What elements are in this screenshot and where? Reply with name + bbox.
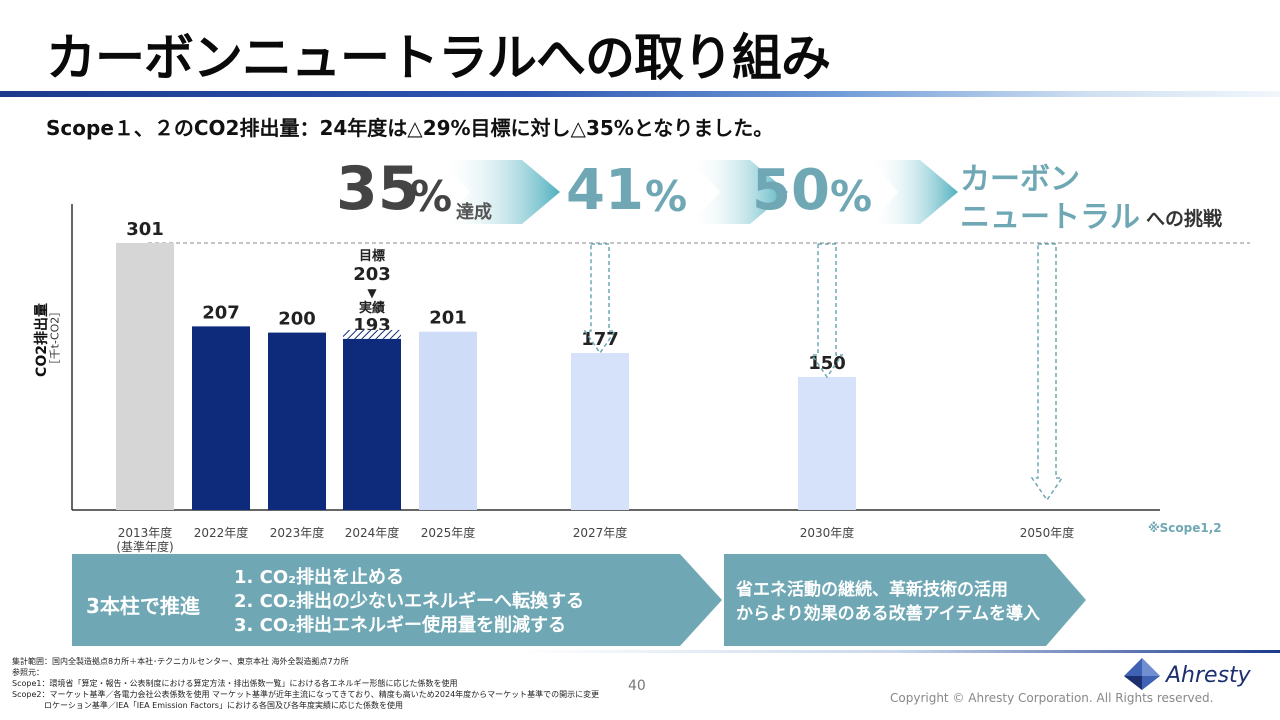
achieved-unit: % xyxy=(410,172,453,221)
target-2030-unit: % xyxy=(830,172,873,221)
footnote: 集計範囲：国内全製造拠点8カ所＋本社･テクニカルセンター、東京本社 海外全製造拠… xyxy=(12,657,600,710)
pillar-item: 2. CO₂排出の少ないエネルギーへ転換する xyxy=(234,591,585,612)
future-actions: 省エネ活動の継続、革新技術の活用 からより効果のある改善アイテムを導入 xyxy=(736,580,1040,624)
x-tick-label: 2027年度 xyxy=(573,525,628,540)
data-label: 301 xyxy=(126,219,164,240)
bar-2023年度 xyxy=(268,332,326,510)
company-logo-text: Ahresty xyxy=(1166,663,1251,688)
x-tick-label: 2024年度 xyxy=(345,525,400,540)
neutral-line2: ニュートラル xyxy=(960,200,1140,235)
bar-2027年度 xyxy=(571,352,629,510)
pillar-item: 1. CO₂排出を止める xyxy=(234,567,405,588)
target-2030-value: 50 xyxy=(752,158,830,223)
actual-label: 実績 xyxy=(359,300,385,316)
bar-2013年度 xyxy=(116,243,174,510)
neutral-line1: カーボン xyxy=(960,162,1080,197)
footer-line xyxy=(0,650,1280,653)
target-label: 目標 xyxy=(359,248,385,264)
data-label: 177 xyxy=(581,329,619,350)
title-underline xyxy=(0,91,1280,97)
x-tick-label: 2030年度 xyxy=(800,525,855,540)
target-value-label: 203 xyxy=(353,264,391,285)
dashed-arrow-2030 xyxy=(810,243,844,379)
data-label: 201 xyxy=(429,308,467,329)
data-label: 200 xyxy=(278,309,316,330)
chevron-arrow-1 xyxy=(440,160,560,224)
arrow-right xyxy=(724,554,1086,646)
bar-2022年度 xyxy=(192,326,250,510)
x-tick-label: 2025年度 xyxy=(421,525,476,540)
ahresty-logo-icon xyxy=(1124,658,1160,690)
bar-2024年度 xyxy=(343,338,401,510)
data-label: 150 xyxy=(808,353,846,374)
page-title: カーボンニュートラルへの取り組み xyxy=(46,29,831,87)
x-tick-label: 2050年度 xyxy=(1020,525,1075,540)
x-tick-label: 2023年度 xyxy=(270,525,325,540)
pillar-item: 3. CO₂排出エネルギー使用量を削減する xyxy=(234,615,567,636)
achieved-value: 35 xyxy=(336,154,420,224)
pillars-head: 3本柱で推進 xyxy=(86,594,200,618)
chevron-arrow-2 xyxy=(690,160,788,224)
bar-2030年度 xyxy=(798,376,856,510)
target-2027-unit: % xyxy=(645,172,688,221)
x-tick-label: 2022年度 xyxy=(194,525,249,540)
pillars-list: 1. CO₂排出を止める 2. CO₂排出の少ないエネルギーへ転換する 3. C… xyxy=(234,566,584,638)
achieved-label: 達成 xyxy=(456,202,492,223)
page-subtitle: Scope１、２のCO2排出量：24年度は△29%目標に対し△35%となりました… xyxy=(46,116,774,140)
chevron-arrow-3 xyxy=(870,160,958,224)
target-arrow: ▼ xyxy=(367,286,377,300)
scope-note: ※Scope1,2 xyxy=(1148,521,1222,535)
target-gap-hatch xyxy=(343,329,401,339)
dashed-arrow-2027 xyxy=(583,243,617,355)
bar-2025年度 xyxy=(419,331,477,510)
x-tick-sublabel: (基準年度) xyxy=(116,539,173,554)
target-2027-value: 41 xyxy=(566,158,644,223)
neutral-suffix: への挑戦 xyxy=(1146,208,1223,230)
dashed-arrow-2050 xyxy=(1030,243,1064,502)
page-number: 40 xyxy=(628,678,646,694)
copyright: Copyright © Ahresty Corporation. All Rig… xyxy=(890,691,1214,705)
x-tick-label: 2013年度 xyxy=(118,525,173,540)
arrow-left xyxy=(72,554,722,646)
data-label: 207 xyxy=(202,302,240,323)
